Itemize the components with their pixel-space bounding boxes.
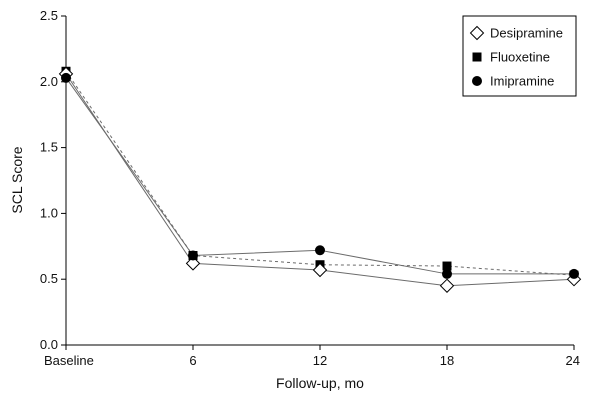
legend-label-desipramine: Desipramine xyxy=(490,26,563,41)
x-tick-label: 18 xyxy=(440,353,454,368)
point-imipramine xyxy=(315,245,325,256)
legend-marker-imipramine xyxy=(472,76,482,86)
legend-label-imipramine: Imipramine xyxy=(490,74,554,89)
y-tick-label: 0.5 xyxy=(40,271,58,286)
y-tick-label: 2.0 xyxy=(40,74,58,89)
y-ticks: 0.0 0.5 1.0 1.5 2.0 2.5 xyxy=(40,8,66,352)
y-tick-label: 2.5 xyxy=(40,8,58,23)
point-desipramine xyxy=(439,278,455,293)
x-axis-title: Follow-up, mo xyxy=(276,375,364,391)
legend-box xyxy=(462,15,577,97)
point-fluoxetine xyxy=(442,261,452,271)
x-tick-label: 6 xyxy=(189,353,196,368)
point-desipramine xyxy=(185,256,201,271)
y-tick-label: 1.5 xyxy=(40,140,58,155)
x-ticks: Baseline 6 12 18 24 xyxy=(44,345,580,368)
legend-marker-fluoxetine xyxy=(472,52,482,62)
y-axis-title: SCL Score xyxy=(9,146,25,213)
point-imipramine xyxy=(188,250,198,261)
point-desipramine xyxy=(312,262,328,278)
y-tick-label: 0.0 xyxy=(40,337,58,352)
point-imipramine xyxy=(569,268,579,279)
point-imipramine xyxy=(61,72,71,83)
series-markers xyxy=(58,66,582,293)
y-tick-label: 1.0 xyxy=(40,205,58,220)
x-tick-label: 12 xyxy=(313,353,327,368)
legend-label-fluoxetine: Fluoxetine xyxy=(490,50,550,65)
series-line-fluoxetine xyxy=(65,70,575,276)
series-layer xyxy=(58,66,582,293)
series-line-imipramine xyxy=(65,77,574,275)
legend-marker-desipramine xyxy=(469,25,485,41)
x-tick-label: 24 xyxy=(566,353,580,368)
legend: Desipramine Fluoxetine Imipramine xyxy=(462,15,577,97)
point-imipramine xyxy=(442,268,452,279)
x-tick-label: Baseline xyxy=(44,353,94,368)
